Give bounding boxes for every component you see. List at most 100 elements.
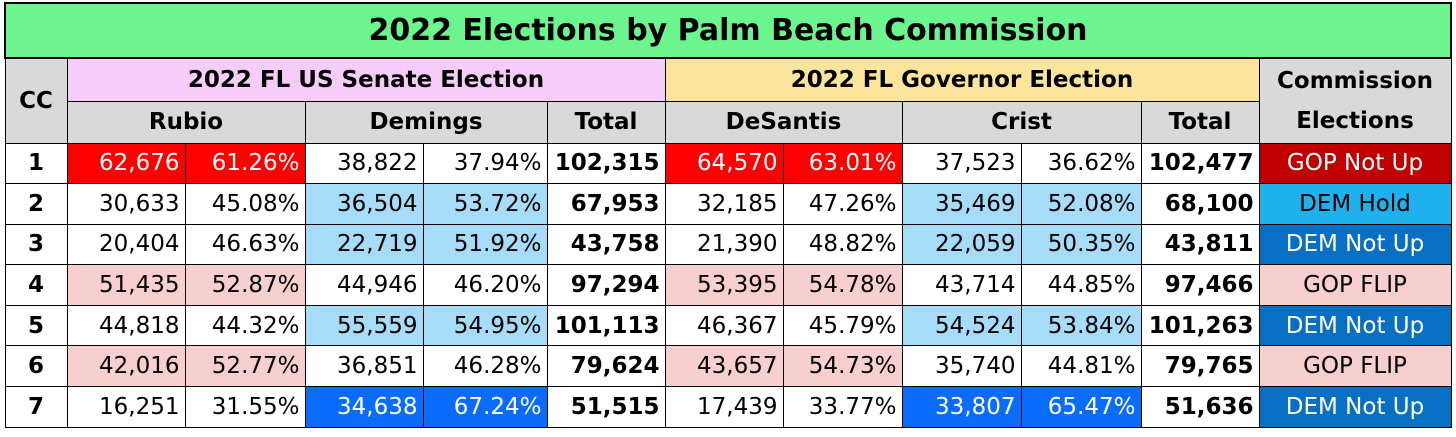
cc-number: 7 [4, 386, 68, 428]
rubio-pct: 61.26% [184, 142, 306, 185]
crist-pct: 52.08% [1020, 183, 1142, 225]
table-row: 6 42,016 52.77% 36,851 46.28% 79,624 43,… [4, 345, 1452, 388]
governor-total: 43,811 [1140, 223, 1260, 266]
rubio-votes: 62,676 [66, 142, 186, 185]
demings-votes: 22,719 [304, 223, 424, 266]
senate-total: 102,315 [546, 142, 666, 185]
rubio-pct: 52.77% [184, 345, 306, 388]
rubio-pct: 44.32% [184, 304, 306, 347]
desantis-pct: 47.26% [782, 183, 903, 225]
rubio-votes: 51,435 [66, 264, 186, 306]
crist-votes: 43,714 [901, 264, 1022, 306]
crist-votes: 33,807 [901, 386, 1022, 428]
commission-result: DEM Not Up [1258, 304, 1452, 347]
table-row: 5 44,818 44.32% 55,559 54.95% 101,113 46… [4, 304, 1452, 347]
crist-votes: 35,740 [901, 345, 1022, 388]
desantis-votes: 43,657 [664, 345, 784, 388]
crist-pct: 36.62% [1020, 142, 1142, 185]
crist-pct: 44.81% [1020, 345, 1142, 388]
governor-total: 79,765 [1140, 345, 1260, 388]
cc-number: 2 [4, 183, 68, 225]
table-row: 3 20,404 46.63% 22,719 51.92% 43,758 21,… [4, 223, 1452, 266]
rubio-header: Rubio [66, 100, 306, 144]
rubio-votes: 20,404 [66, 223, 186, 266]
crist-votes: 22,059 [901, 223, 1022, 266]
governor-total: 68,100 [1140, 183, 1260, 225]
commission-result: DEM Hold [1258, 183, 1452, 225]
senate-total: 67,953 [546, 183, 666, 225]
demings-header: Demings [304, 100, 548, 144]
senate-total: 51,515 [546, 386, 666, 428]
demings-votes: 38,822 [304, 142, 424, 185]
election-table-container: 2022 Elections by Palm Beach Commission … [4, 2, 1452, 428]
rubio-pct: 52.87% [184, 264, 306, 306]
rubio-pct: 31.55% [184, 386, 306, 428]
desantis-votes: 32,185 [664, 183, 784, 225]
demings-pct: 53.72% [422, 183, 548, 225]
senate-total: 101,113 [546, 304, 666, 347]
demings-pct: 54.95% [422, 304, 548, 347]
desantis-votes: 53,395 [664, 264, 784, 306]
demings-votes: 36,504 [304, 183, 424, 225]
senate-election-header: 2022 FL US Senate Election [66, 57, 666, 102]
governor-total: 101,263 [1140, 304, 1260, 347]
demings-votes: 36,851 [304, 345, 424, 388]
governor-total: 97,466 [1140, 264, 1260, 306]
cc-number: 4 [4, 264, 68, 306]
demings-votes: 44,946 [304, 264, 424, 306]
senate-total: 97,294 [546, 264, 666, 306]
crist-header: Crist [901, 100, 1142, 144]
crist-votes: 54,524 [901, 304, 1022, 347]
cc-number: 6 [4, 345, 68, 388]
rubio-votes: 30,633 [66, 183, 186, 225]
table-row: 4 51,435 52.87% 44,946 46.20% 97,294 53,… [4, 264, 1452, 306]
demings-votes: 34,638 [304, 386, 424, 428]
governor-election-header: 2022 FL Governor Election [664, 57, 1260, 102]
table-row: 7 16,251 31.55% 34,638 67.24% 51,515 17,… [4, 386, 1452, 428]
commission-result: DEM Not Up [1258, 223, 1452, 266]
senate-total-header: Total [546, 100, 666, 144]
senate-total: 43,758 [546, 223, 666, 266]
desantis-votes: 64,570 [664, 142, 784, 185]
table-row: 1 62,676 61.26% 38,822 37.94% 102,315 64… [4, 142, 1452, 185]
table-title: 2022 Elections by Palm Beach Commission [4, 2, 1452, 59]
cc-header: CC [4, 57, 68, 144]
cc-number: 1 [4, 142, 68, 185]
desantis-pct: 48.82% [782, 223, 903, 266]
desantis-votes: 17,439 [664, 386, 784, 428]
governor-total: 51,636 [1140, 386, 1260, 428]
desantis-pct: 63.01% [782, 142, 903, 185]
election-results-table: 2022 Elections by Palm Beach Commission … [4, 2, 1452, 428]
commission-result: GOP FLIP [1258, 264, 1452, 306]
crist-pct: 65.47% [1020, 386, 1142, 428]
demings-pct: 46.20% [422, 264, 548, 306]
demings-pct: 67.24% [422, 386, 548, 428]
desantis-header: DeSantis [664, 100, 903, 144]
rubio-votes: 16,251 [66, 386, 186, 428]
governor-total-header: Total [1140, 100, 1260, 144]
cc-number: 5 [4, 304, 68, 347]
rubio-pct: 46.63% [184, 223, 306, 266]
commission-result: GOP FLIP [1258, 345, 1452, 388]
crist-votes: 35,469 [901, 183, 1022, 225]
cc-number: 3 [4, 223, 68, 266]
desantis-votes: 21,390 [664, 223, 784, 266]
demings-votes: 55,559 [304, 304, 424, 347]
demings-pct: 46.28% [422, 345, 548, 388]
crist-pct: 44.85% [1020, 264, 1142, 306]
desantis-votes: 46,367 [664, 304, 784, 347]
desantis-pct: 45.79% [782, 304, 903, 347]
senate-total: 79,624 [546, 345, 666, 388]
governor-total: 102,477 [1140, 142, 1260, 185]
table-row: 2 30,633 45.08% 36,504 53.72% 67,953 32,… [4, 183, 1452, 225]
crist-votes: 37,523 [901, 142, 1022, 185]
desantis-pct: 54.73% [782, 345, 903, 388]
rubio-votes: 42,016 [66, 345, 186, 388]
rubio-pct: 45.08% [184, 183, 306, 225]
commission-result: DEM Not Up [1258, 386, 1452, 428]
commission-result: GOP Not Up [1258, 142, 1452, 185]
commission-elections-header: Commission Elections [1258, 57, 1452, 144]
demings-pct: 37.94% [422, 142, 548, 185]
demings-pct: 51.92% [422, 223, 548, 266]
rubio-votes: 44,818 [66, 304, 186, 347]
